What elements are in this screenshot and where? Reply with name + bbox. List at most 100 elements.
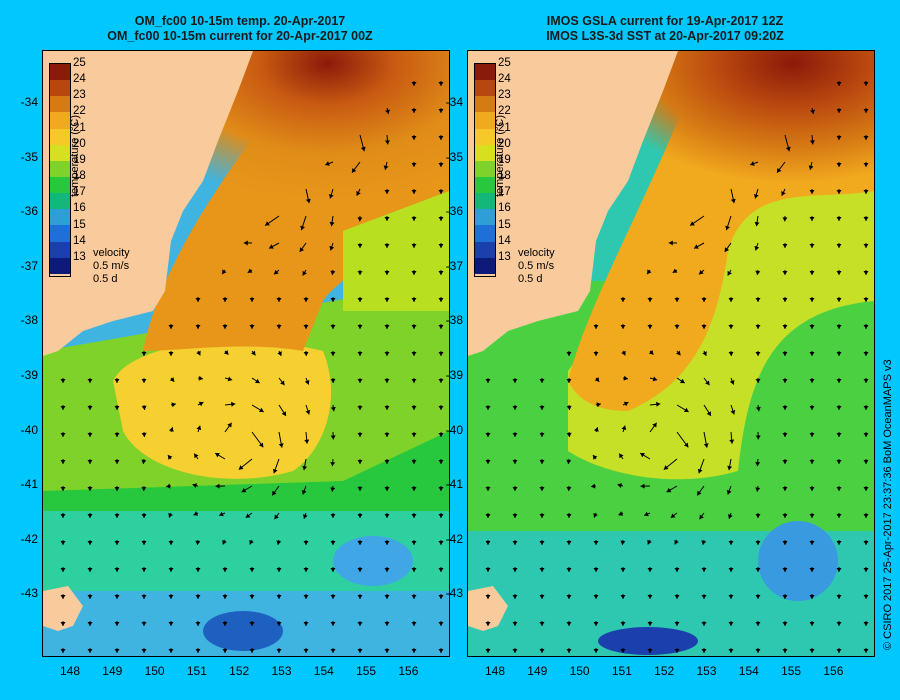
current-vector-head (87, 379, 93, 383)
current-vector-head (168, 595, 174, 599)
current-vector-head (60, 460, 66, 464)
current-vector-head (694, 244, 699, 249)
current-vector-head (674, 568, 680, 572)
latitude-tick-label: -42 (445, 531, 463, 546)
latitude-tick-label: -41 (20, 477, 38, 492)
current-vector-head (699, 269, 704, 275)
current-vector-head (863, 190, 869, 194)
current-vector-head (277, 351, 282, 356)
current-vector-head (808, 165, 814, 170)
current-vector-head (512, 622, 518, 626)
current-vector-head (192, 483, 198, 488)
current-vector-head (674, 595, 680, 599)
current-vector-head (357, 622, 363, 626)
current-vector-head (781, 191, 786, 196)
current-vector-head (357, 541, 363, 545)
current-vector-head (640, 453, 645, 458)
current-vector-head (357, 271, 363, 275)
current-vector-head (438, 487, 444, 491)
current-vector-head (304, 439, 310, 444)
current-vector-head (697, 490, 702, 496)
current-vector-head (776, 167, 782, 173)
current-vector-head (782, 352, 788, 356)
current-vector-head (215, 483, 220, 489)
current-vector-head (330, 435, 336, 440)
current-vector-head (384, 433, 390, 437)
current-vector-head (195, 540, 201, 545)
right-colorbar (474, 63, 496, 277)
current-vector-head (863, 163, 869, 167)
latitude-tick-label: -36 (445, 204, 463, 219)
current-vector-head (647, 298, 653, 302)
current-vector-head (438, 649, 444, 653)
current-vector-head (141, 432, 147, 437)
current-vector-head (411, 109, 417, 113)
current-vector-head (702, 351, 707, 356)
current-vector-head (782, 460, 788, 464)
current-vector-head (836, 352, 842, 356)
current-vector-head (305, 198, 311, 204)
current-vector-head (227, 422, 232, 428)
current-vector-head (755, 378, 761, 383)
current-vector-head (699, 514, 704, 520)
current-vector-head (60, 379, 66, 383)
current-vector-head (726, 489, 732, 495)
current-vector-head (411, 217, 417, 221)
current-vector-head (755, 568, 761, 572)
current-vector-head (227, 376, 233, 382)
current-vector-head (114, 541, 120, 545)
current-vector-head (384, 595, 390, 599)
latitude-tick-label: -41 (445, 477, 463, 492)
current-vector-head (411, 163, 417, 167)
current-vector-head (728, 622, 734, 626)
current-vector-head (357, 433, 363, 437)
current-vector-head (644, 511, 649, 517)
current-vector-head (168, 568, 174, 572)
colorbar-tick-label: 16 (498, 202, 511, 215)
current-vector-head (670, 513, 676, 518)
colorbar-swatch (475, 176, 495, 194)
latitude-tick-label: -37 (445, 258, 463, 273)
colorbar-swatch (475, 80, 495, 97)
current-vectors (485, 81, 869, 653)
current-vector-head (384, 325, 390, 329)
current-vector-head (809, 271, 815, 275)
longitude-tick-label: 154 (313, 664, 334, 678)
current-vector-head (809, 217, 815, 221)
current-vector-head (705, 380, 710, 386)
current-vector-head (384, 406, 390, 410)
current-vector-head (863, 217, 869, 221)
current-vector-head (274, 269, 279, 275)
current-vector-head (728, 595, 734, 599)
current-vector-head (782, 433, 788, 437)
longitude-tick-label: 149 (102, 664, 123, 678)
current-vector-head (330, 325, 336, 329)
current-vector-head (701, 540, 707, 545)
colorbar-swatch (50, 128, 70, 145)
current-vector-head (566, 622, 572, 626)
colorbar-tick-label: 14 (498, 234, 511, 247)
current-vector-head (539, 514, 545, 518)
current-vector-head (114, 622, 120, 626)
current-vector-head (384, 514, 390, 518)
current-vector-head (222, 595, 228, 599)
latitude-tick-label: -39 (20, 368, 38, 382)
current-vector-head (141, 514, 147, 518)
current-vector-head (728, 568, 734, 572)
current-vector-head (243, 240, 248, 246)
current-vector-head (411, 379, 417, 383)
current-vector-head (411, 514, 417, 518)
current-vector-head (836, 190, 842, 194)
current-vector-head (351, 167, 357, 173)
colorbar-tick-label: 13 (73, 250, 86, 263)
current-vector-head (438, 379, 444, 383)
colorbar-swatch (50, 112, 70, 129)
current-vector-head (809, 352, 815, 356)
current-vector-head (863, 82, 869, 86)
current-vector-head (782, 595, 788, 599)
current-vector-head (755, 514, 761, 518)
current-vector-head (438, 109, 444, 113)
current-vector-head (87, 406, 93, 410)
current-vector-head (330, 378, 336, 383)
current-vector-head (114, 460, 120, 464)
